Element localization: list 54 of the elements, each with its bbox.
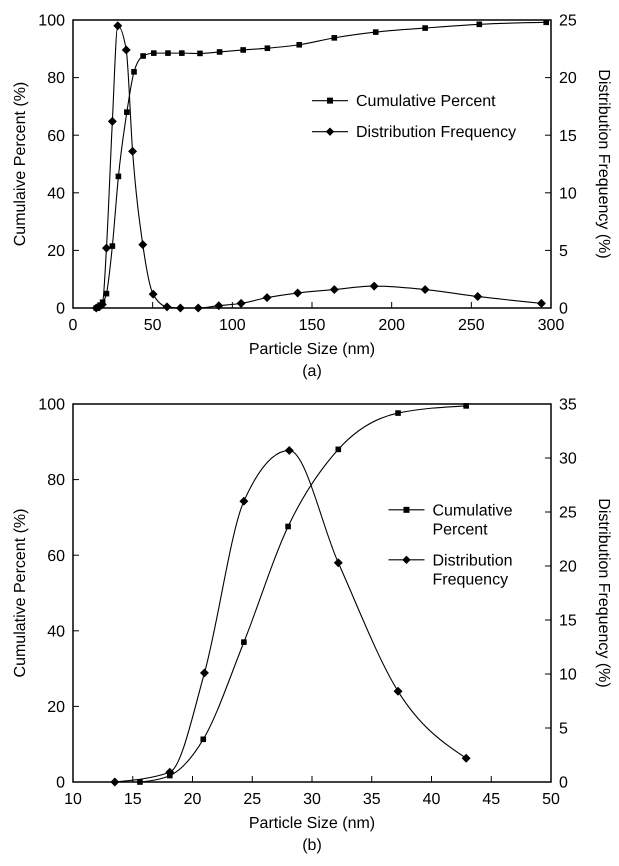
y2-tick-label: 10 (559, 185, 577, 202)
y-tick-label: 20 (47, 243, 66, 260)
y-tick-label: 80 (47, 70, 66, 88)
y-tick-label: 80 (47, 472, 66, 490)
x-tick-label: 30 (303, 791, 321, 808)
x-tick-label: 35 (362, 791, 381, 808)
y2-tick-label: 0 (559, 300, 568, 318)
x-tick-label: 100 (218, 317, 246, 334)
y2-tick-label: 10 (559, 666, 577, 684)
legend-label: Distribution Frequency (432, 552, 513, 589)
y-tick-label: 20 (47, 699, 66, 716)
x-tick-label: 50 (144, 317, 162, 334)
x-axis-title: Particle Size (nm) (248, 341, 376, 358)
y-tick-label: 100 (38, 12, 66, 30)
y-tick-label: 100 (38, 396, 66, 414)
y-axis-title: Cumulative Percent (%) (12, 508, 29, 678)
x-tick-label: 20 (184, 791, 202, 808)
y2-tick-label: 15 (559, 612, 577, 630)
y2-tick-label: 25 (559, 504, 577, 522)
y2-axis-title: Distribution Frequency (%) (595, 69, 612, 259)
x-tick-label: 0 (68, 317, 78, 334)
x-tick-label: 150 (298, 317, 326, 334)
x-tick-label: 15 (124, 791, 142, 808)
x-tick-label: 300 (538, 317, 564, 334)
y-tick-label: 60 (47, 548, 66, 565)
y2-tick-label: 5 (559, 243, 568, 260)
text: (b) (302, 837, 322, 854)
legend-label: Distribution Frequency (356, 124, 516, 142)
y2-tick-label: 20 (559, 558, 577, 576)
text: (a) (302, 363, 322, 380)
y2-tick-label: 30 (559, 450, 577, 468)
y-tick-label: 40 (47, 185, 66, 202)
x-tick-label: 50 (542, 791, 560, 808)
y2-tick-label: 0 (559, 774, 568, 792)
x-tick-label: 45 (482, 791, 500, 808)
y-axis-title: Cumulaive Percent (%) (12, 82, 29, 246)
y-tick-label: 40 (47, 623, 66, 640)
x-tick-label: 250 (458, 317, 485, 334)
y2-tick-label: 35 (559, 396, 577, 414)
x-tick-label: 200 (378, 317, 406, 334)
legend-label: Cumulative Percent (432, 502, 513, 539)
x-tick-label: 40 (422, 791, 440, 808)
y2-tick-label: 20 (559, 70, 577, 88)
y2-axis-title: Distribution Frequency (%) (595, 498, 612, 688)
x-axis-title: Particle Size (nm) (248, 815, 376, 832)
x-tick-label: 25 (243, 791, 262, 808)
y2-tick-label: 5 (559, 720, 568, 738)
legend-label: Cumulative Percent (356, 93, 496, 110)
x-tick-label: 10 (64, 791, 82, 808)
y-tick-label: 60 (47, 128, 66, 145)
y-tick-label: 0 (56, 774, 66, 792)
y-tick-label: 0 (56, 300, 66, 318)
y2-tick-label: 15 (559, 128, 577, 145)
y2-tick-label: 25 (559, 12, 577, 30)
